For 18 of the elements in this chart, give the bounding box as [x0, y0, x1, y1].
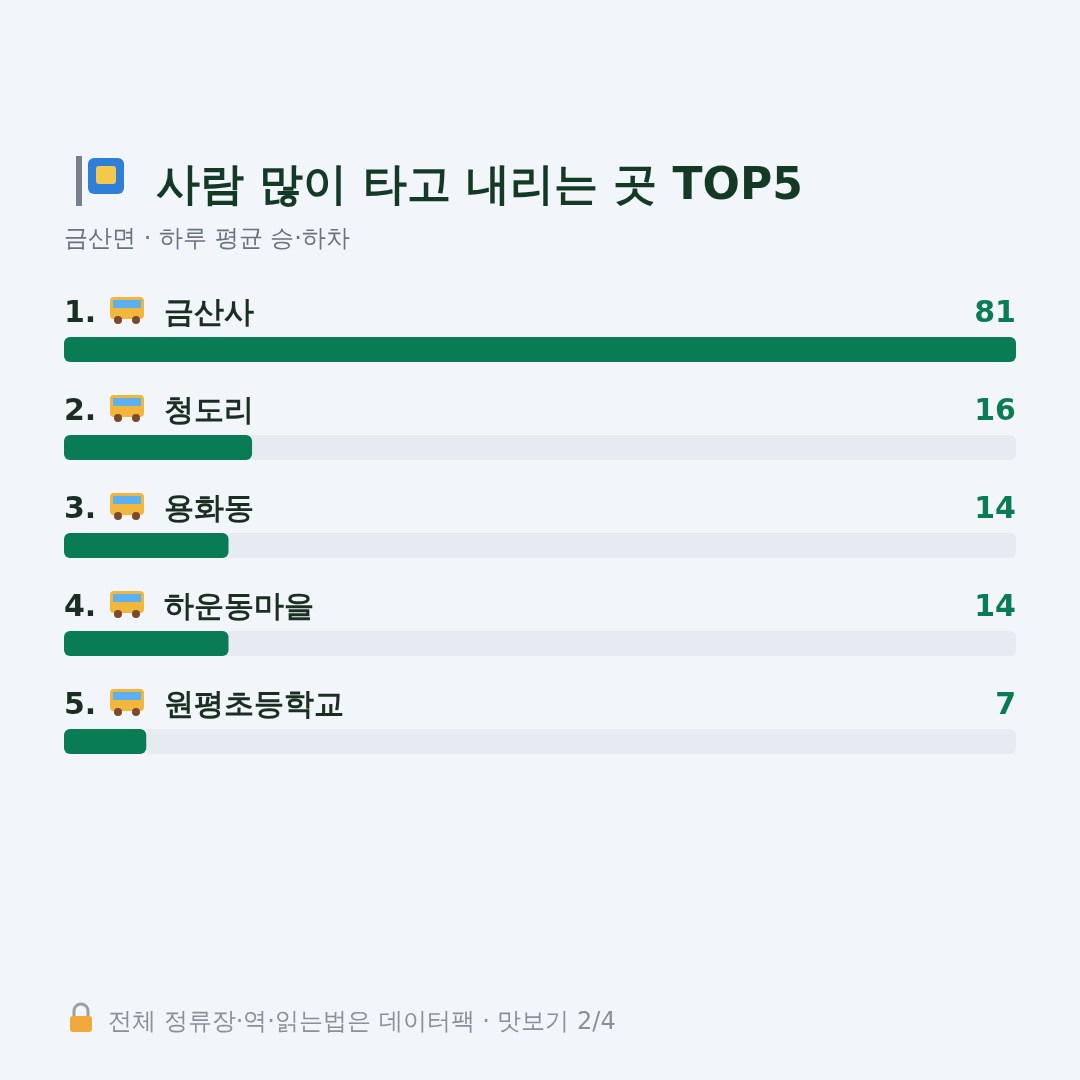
bar: [64, 729, 147, 754]
bar: [64, 631, 229, 656]
category-label: 4. 하운동마을: [64, 588, 314, 623]
data-label: 7: [995, 686, 1016, 721]
data-label: 16: [974, 392, 1016, 427]
data-label: 14: [974, 588, 1016, 623]
category-label: 5. 원평초등학교: [64, 686, 344, 721]
category-label: 3. 용화동: [64, 490, 254, 525]
bar: [64, 337, 1016, 362]
data-label: 14: [974, 490, 1016, 525]
category-label: 2. 청도리: [64, 392, 254, 427]
data-label: 81: [974, 294, 1016, 329]
category-label: 1. 금산사: [64, 294, 254, 329]
bar: [64, 435, 253, 460]
chart-title: 사람 많이 타고 내리는 곳 TOP5: [156, 158, 803, 209]
text: 전체 정류장·역·읽는법은 데이터팩 · 맛보기 2/4: [108, 1007, 616, 1035]
chart-subtitle: 금산면 · 하루 평균 승·하차: [64, 224, 350, 252]
bar: [64, 533, 229, 558]
